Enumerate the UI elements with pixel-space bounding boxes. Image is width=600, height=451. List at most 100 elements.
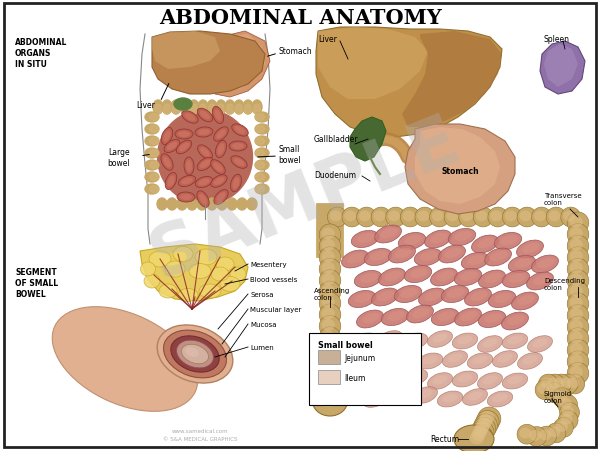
Ellipse shape	[507, 376, 523, 385]
Ellipse shape	[472, 417, 496, 441]
Ellipse shape	[382, 373, 398, 383]
Ellipse shape	[322, 376, 335, 388]
Ellipse shape	[551, 374, 571, 394]
Ellipse shape	[494, 233, 521, 250]
Ellipse shape	[560, 414, 572, 425]
Ellipse shape	[431, 309, 458, 326]
Ellipse shape	[452, 371, 478, 387]
Ellipse shape	[149, 126, 158, 133]
Text: Mesentery: Mesentery	[250, 262, 287, 267]
Ellipse shape	[159, 285, 177, 299]
Ellipse shape	[149, 150, 158, 157]
Ellipse shape	[256, 150, 265, 157]
Ellipse shape	[372, 354, 388, 363]
Polygon shape	[318, 28, 428, 100]
Ellipse shape	[214, 190, 228, 205]
Ellipse shape	[448, 229, 476, 246]
Ellipse shape	[517, 207, 537, 227]
Ellipse shape	[454, 231, 472, 241]
Ellipse shape	[425, 230, 451, 249]
Ellipse shape	[461, 253, 488, 270]
Ellipse shape	[342, 207, 362, 227]
Ellipse shape	[502, 313, 529, 330]
Text: Serosa: Serosa	[250, 291, 274, 297]
Ellipse shape	[474, 414, 497, 437]
Polygon shape	[152, 32, 220, 70]
Ellipse shape	[255, 137, 269, 147]
Ellipse shape	[352, 231, 379, 248]
Ellipse shape	[567, 305, 589, 327]
Ellipse shape	[182, 111, 198, 124]
Text: Liver: Liver	[136, 100, 155, 109]
Ellipse shape	[569, 285, 583, 297]
Ellipse shape	[322, 251, 335, 263]
Ellipse shape	[256, 138, 265, 145]
Ellipse shape	[352, 373, 378, 389]
Ellipse shape	[518, 353, 542, 369]
Ellipse shape	[394, 286, 422, 303]
Ellipse shape	[567, 224, 589, 246]
Ellipse shape	[356, 310, 383, 328]
Ellipse shape	[443, 351, 467, 368]
Ellipse shape	[422, 356, 438, 364]
Ellipse shape	[377, 291, 395, 302]
Ellipse shape	[357, 336, 373, 345]
Ellipse shape	[200, 148, 210, 157]
Ellipse shape	[157, 198, 167, 211]
Ellipse shape	[514, 258, 532, 268]
Text: Mucosa: Mucosa	[250, 321, 277, 327]
Text: Sigmoid
colon: Sigmoid colon	[544, 391, 572, 404]
Ellipse shape	[519, 211, 532, 222]
Text: Jejunum: Jejunum	[344, 354, 375, 363]
Ellipse shape	[181, 345, 209, 364]
Ellipse shape	[233, 178, 239, 189]
Ellipse shape	[567, 259, 589, 280]
Ellipse shape	[532, 275, 550, 285]
Ellipse shape	[230, 267, 246, 281]
Ellipse shape	[247, 198, 257, 211]
Ellipse shape	[413, 387, 437, 404]
Text: SEGMENT
OF SMALL
BOWEL: SEGMENT OF SMALL BOWEL	[15, 267, 58, 299]
Ellipse shape	[527, 272, 553, 290]
Ellipse shape	[460, 311, 478, 322]
Ellipse shape	[487, 391, 513, 407]
Text: Large
bowel: Large bowel	[107, 148, 130, 167]
Ellipse shape	[149, 162, 158, 169]
Ellipse shape	[523, 355, 538, 365]
Ellipse shape	[349, 291, 376, 308]
Ellipse shape	[402, 369, 428, 385]
Ellipse shape	[410, 268, 428, 278]
Ellipse shape	[165, 173, 177, 190]
Ellipse shape	[548, 426, 560, 437]
Text: Liver: Liver	[318, 36, 337, 44]
Ellipse shape	[539, 429, 551, 441]
Ellipse shape	[255, 125, 269, 135]
Ellipse shape	[569, 239, 583, 251]
Ellipse shape	[532, 207, 551, 227]
Ellipse shape	[502, 373, 528, 389]
Ellipse shape	[322, 228, 335, 240]
Ellipse shape	[385, 271, 401, 281]
Ellipse shape	[370, 252, 388, 261]
Ellipse shape	[545, 382, 565, 402]
FancyBboxPatch shape	[318, 370, 340, 384]
Ellipse shape	[185, 114, 196, 122]
Ellipse shape	[317, 387, 339, 407]
Ellipse shape	[470, 291, 488, 302]
Ellipse shape	[322, 319, 335, 331]
Ellipse shape	[229, 142, 247, 152]
Ellipse shape	[167, 198, 177, 211]
Ellipse shape	[500, 235, 518, 245]
Ellipse shape	[178, 132, 190, 138]
Ellipse shape	[472, 356, 488, 364]
Ellipse shape	[470, 421, 494, 444]
Ellipse shape	[322, 365, 335, 377]
Ellipse shape	[184, 158, 194, 175]
Ellipse shape	[186, 161, 192, 173]
Ellipse shape	[569, 297, 583, 309]
Ellipse shape	[558, 374, 578, 394]
Ellipse shape	[171, 101, 181, 115]
Ellipse shape	[354, 294, 372, 303]
Ellipse shape	[187, 198, 197, 211]
Ellipse shape	[430, 233, 448, 244]
